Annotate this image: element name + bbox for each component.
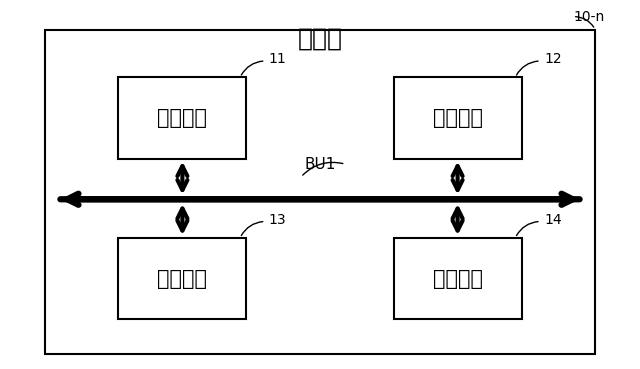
FancyBboxPatch shape bbox=[394, 77, 522, 159]
Text: 送信装置: 送信装置 bbox=[433, 269, 483, 289]
FancyBboxPatch shape bbox=[118, 77, 246, 159]
FancyBboxPatch shape bbox=[394, 238, 522, 319]
FancyBboxPatch shape bbox=[118, 238, 246, 319]
Text: BU1: BU1 bbox=[304, 157, 336, 172]
Text: センサ: センサ bbox=[298, 27, 342, 51]
Text: 10-n: 10-n bbox=[573, 10, 605, 24]
Text: 11: 11 bbox=[269, 52, 287, 66]
Text: 14: 14 bbox=[544, 213, 562, 227]
Text: 検出装置: 検出装置 bbox=[157, 269, 207, 289]
Text: 記憶装置: 記憶装置 bbox=[433, 108, 483, 128]
Text: 制御装置: 制御装置 bbox=[157, 108, 207, 128]
Text: 13: 13 bbox=[269, 213, 287, 227]
Text: 12: 12 bbox=[544, 52, 562, 66]
FancyBboxPatch shape bbox=[45, 30, 595, 354]
